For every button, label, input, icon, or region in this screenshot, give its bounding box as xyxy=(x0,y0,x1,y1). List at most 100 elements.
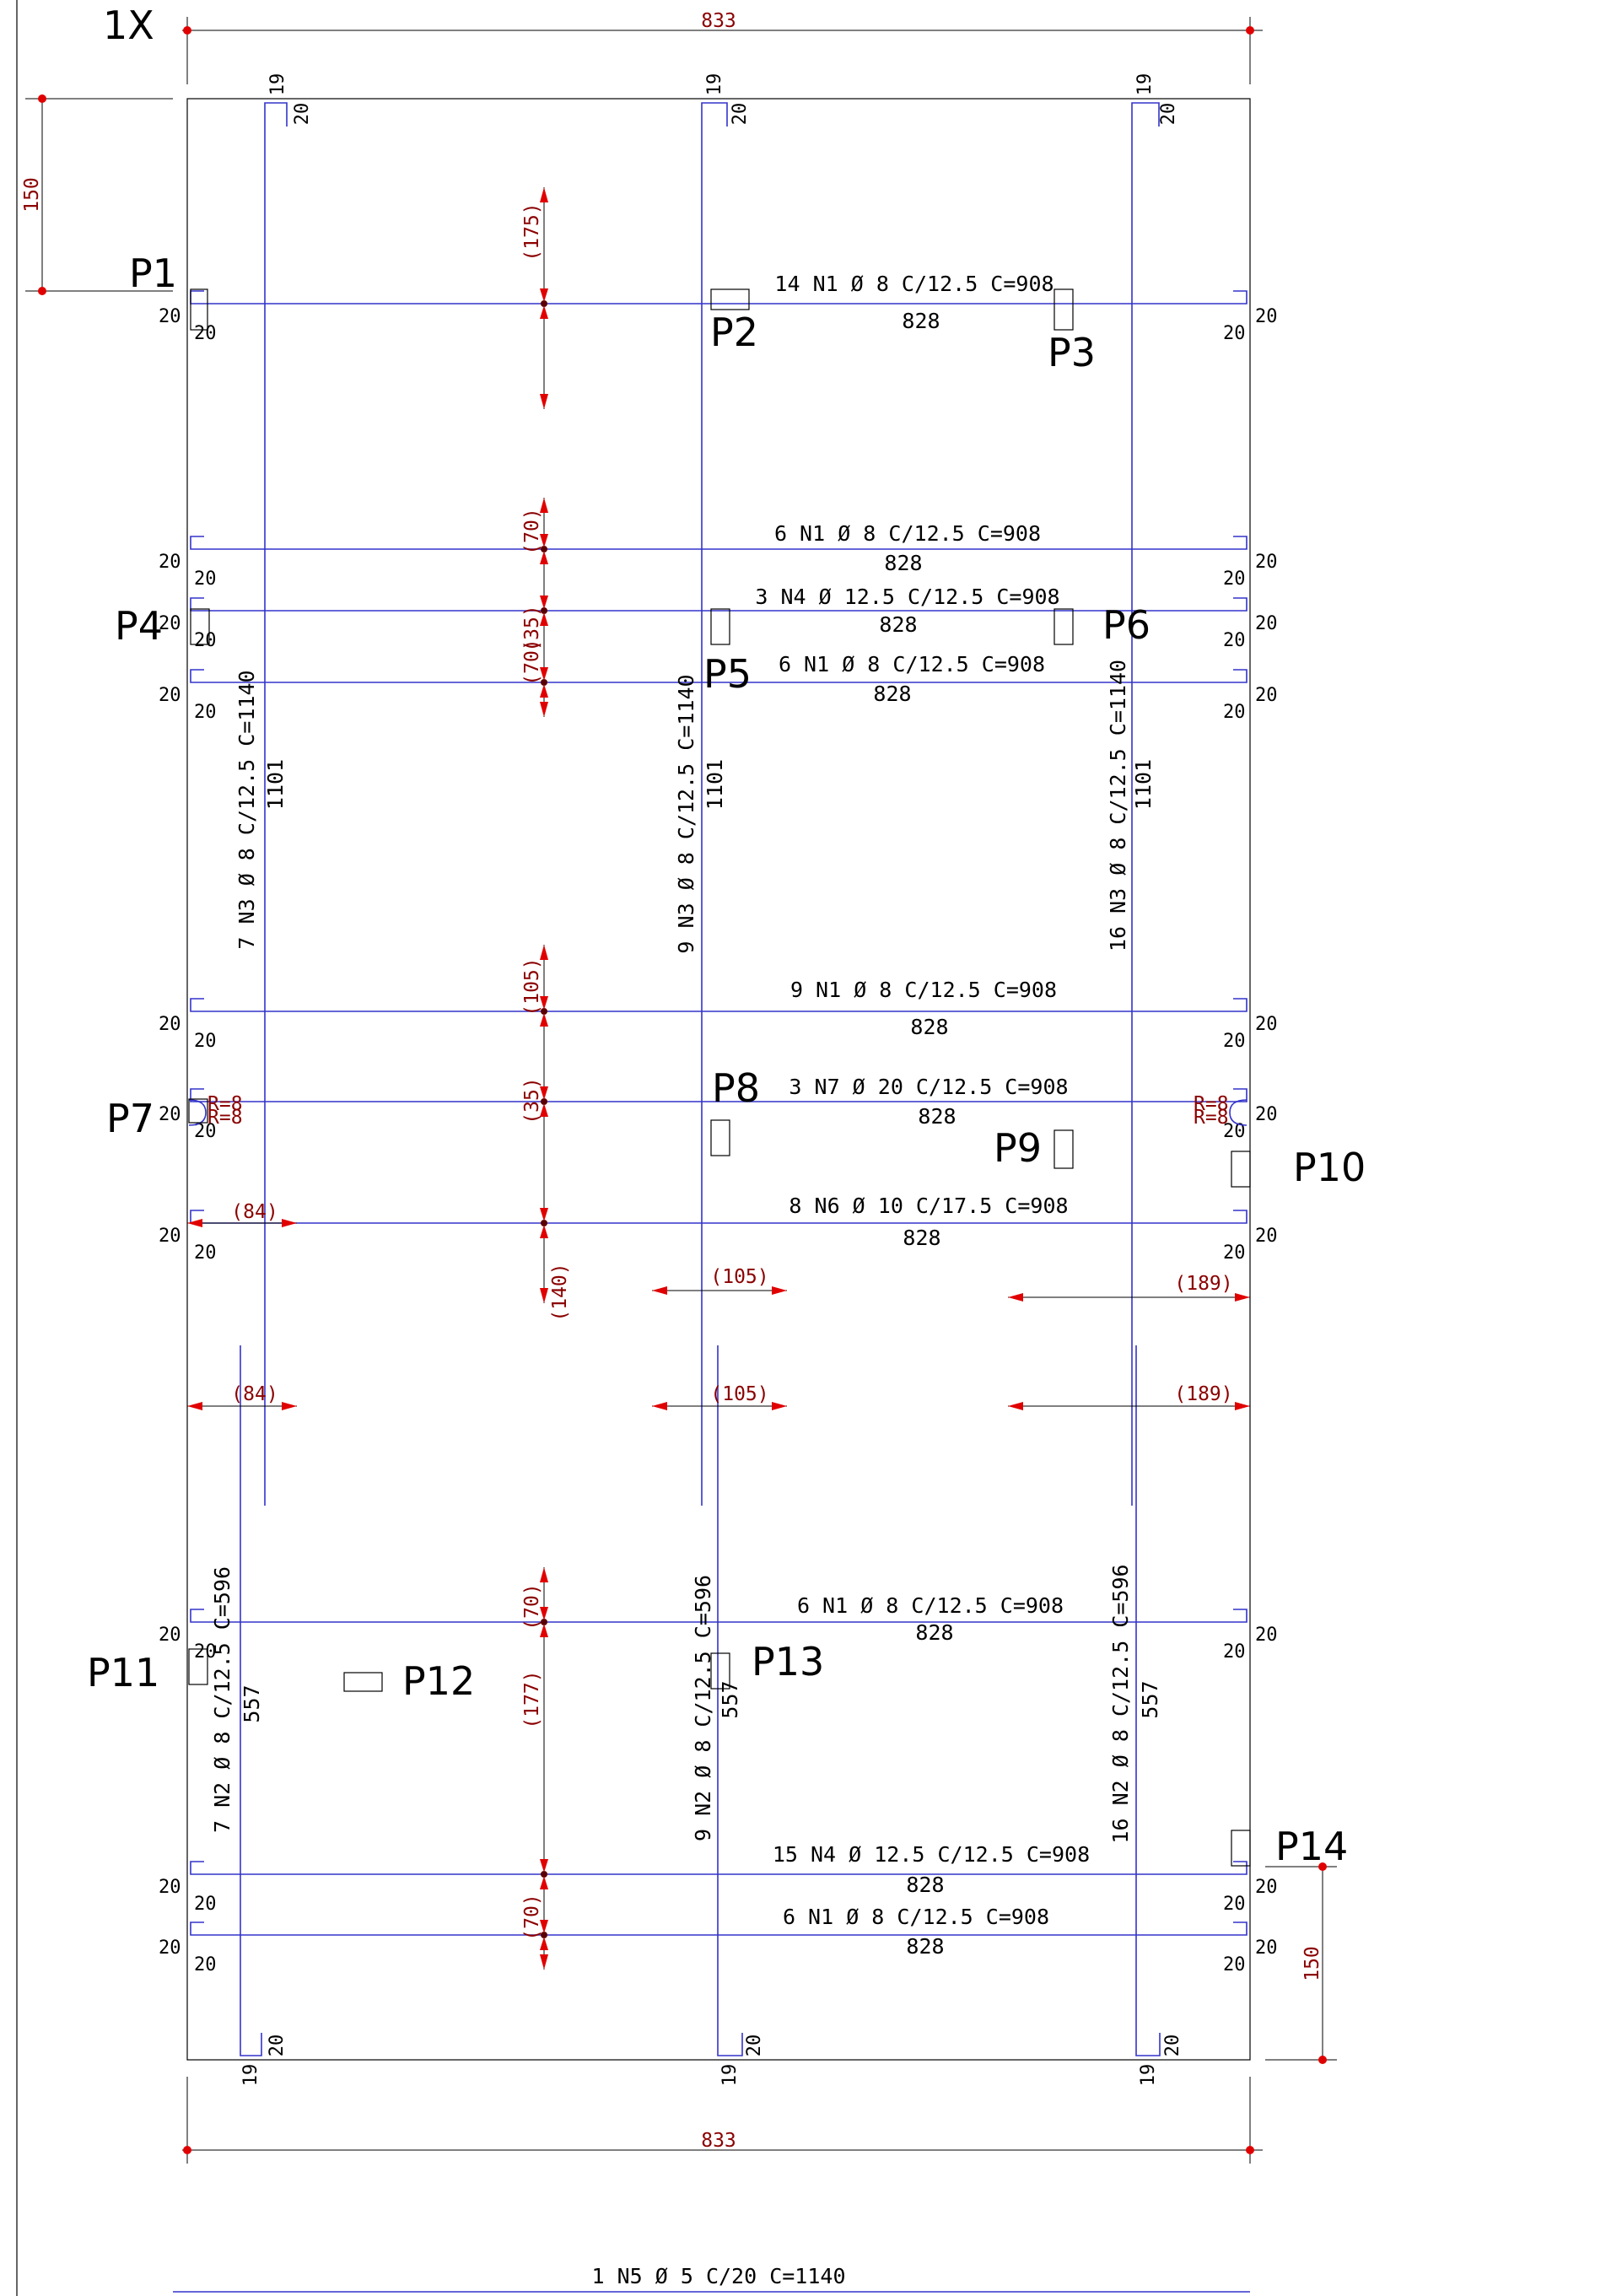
svg-text:20: 20 xyxy=(744,2035,765,2057)
svg-text:19: 19 xyxy=(267,73,288,96)
svg-text:19: 19 xyxy=(1134,73,1156,96)
pillar-label: P5 xyxy=(703,651,752,697)
horizontal-bar: 20 20 20 20 xyxy=(159,536,1278,590)
arrowhead xyxy=(540,1920,548,1933)
hook-length-label: 20 xyxy=(159,1625,181,1646)
hook-length-label: 20 xyxy=(1223,1954,1246,1975)
bar-label: 14 N1 Ø 8 C/12.5 C=908 xyxy=(774,272,1053,296)
bar-line xyxy=(190,1088,1247,1102)
bar-label: 9 N1 Ø 8 C/12.5 C=908 xyxy=(790,978,1057,1002)
hook-length-label: 20 xyxy=(194,702,217,723)
arrowhead xyxy=(540,1937,548,1950)
bar-label: 16 N3 Ø 8 C/12.5 C=1140 xyxy=(1106,660,1130,951)
top-width-label: 833 xyxy=(701,10,736,32)
bar-line xyxy=(190,669,1247,683)
hook-length-label: 20 xyxy=(159,613,181,634)
bar-length: 828 xyxy=(902,309,940,333)
arrowhead xyxy=(540,1288,548,1303)
vertical-spacing-arrows xyxy=(540,187,548,1970)
svg-text:(70): (70) xyxy=(521,1583,543,1630)
svg-text:20: 20 xyxy=(1158,103,1179,126)
horizontal-spacing-arrows xyxy=(187,1219,1250,1410)
bar-length: 557 xyxy=(240,1684,264,1722)
bend-radius-notes: R=8 R=8 R=8 R=8 xyxy=(188,1093,1247,1129)
pillar-P7 xyxy=(188,1098,208,1124)
arrowhead xyxy=(540,305,548,319)
pillar-P1 xyxy=(190,288,208,331)
hook-length-label: 20 xyxy=(1223,1641,1246,1663)
bar-label: 15 N4 Ø 12.5 C/12.5 C=908 xyxy=(773,1842,1090,1867)
svg-text:(70): (70) xyxy=(521,639,543,685)
pillar-label: P7 xyxy=(106,1096,154,1141)
bar-label: 7 N2 Ø 8 C/12.5 C=596 xyxy=(210,1566,234,1833)
svg-text:19: 19 xyxy=(240,2064,261,2087)
svg-text:(70): (70) xyxy=(521,1894,543,1940)
hook-length-label: 20 xyxy=(159,552,181,573)
svg-text:(105): (105) xyxy=(521,957,543,1016)
horizontal-bars: 2020202020202020202020202020202020202020… xyxy=(159,290,1278,1975)
left-offset-label: 150 xyxy=(21,177,43,213)
pillar-P10 xyxy=(1231,1151,1251,1188)
arrowhead xyxy=(187,1402,202,1410)
pillar-label: P10 xyxy=(1293,1145,1366,1190)
bar-label: 6 N1 Ø 8 C/12.5 C=908 xyxy=(774,521,1041,546)
arrowhead xyxy=(540,1013,548,1027)
vertical-spacing-labels: (175) (70) (35) (70) (105) (35) (140) (7… xyxy=(521,202,571,1940)
hook-length-label: 20 xyxy=(159,1877,181,1898)
svg-text:(35): (35) xyxy=(521,1077,543,1124)
arrowhead xyxy=(1008,1293,1023,1302)
arrowhead xyxy=(540,288,548,302)
arrowhead xyxy=(540,1624,548,1637)
dimension-node xyxy=(541,1008,547,1015)
hook-length-label: 20 xyxy=(159,1226,181,1247)
svg-text:(177): (177) xyxy=(521,1670,543,1728)
pillar-P5 xyxy=(710,608,730,645)
svg-text:(84): (84) xyxy=(231,1201,278,1223)
horizontal-bar: 20 20 20 20 xyxy=(159,290,1278,344)
hook-length-label: 20 xyxy=(159,1104,181,1125)
hook-length-label: 20 xyxy=(1255,1625,1278,1646)
bar-line xyxy=(190,1921,1247,1936)
hook-length-label: 20 xyxy=(1223,630,1246,651)
arrowhead xyxy=(187,1219,202,1227)
hook-length-label: 20 xyxy=(1255,552,1278,573)
pillar-label: P4 xyxy=(115,603,163,649)
bar-length: 1101 xyxy=(703,759,727,810)
arrowhead xyxy=(540,1567,548,1582)
pillar-label: P1 xyxy=(129,251,177,296)
arrowhead xyxy=(652,1286,667,1295)
hook-length-label: 20 xyxy=(1255,613,1278,634)
bar-length: 828 xyxy=(873,682,911,706)
hook-length-label: 20 xyxy=(1255,306,1278,327)
bottom-overall-dimension: 833 xyxy=(182,2077,1263,2164)
arrowhead xyxy=(1008,1402,1023,1410)
right-offset-label: 150 xyxy=(1301,1946,1323,1981)
arrowhead xyxy=(772,1402,787,1410)
svg-text:(175): (175) xyxy=(521,202,543,261)
hook-length-label: 20 xyxy=(1255,1104,1278,1125)
arrowhead xyxy=(540,702,548,717)
dimension-node xyxy=(541,607,547,614)
pillar-P6 xyxy=(1053,608,1074,645)
svg-text:19: 19 xyxy=(704,73,725,96)
arrowhead xyxy=(540,1208,548,1221)
horizontal-bar: 20 20 20 20 xyxy=(159,1210,1278,1264)
arrowhead xyxy=(1235,1293,1250,1302)
hook-length-label: 20 xyxy=(1223,702,1246,723)
dimension-node xyxy=(541,1098,547,1105)
arrowhead xyxy=(540,1103,548,1117)
pillar-label: P13 xyxy=(752,1639,824,1684)
svg-text:19: 19 xyxy=(719,2064,741,2087)
horizontal-bar: 20 20 20 20 xyxy=(159,1861,1278,1915)
horizontal-spacing-labels: (84) (84) (105) (105) (189) (189) xyxy=(231,1201,1232,1405)
pillar-label: P14 xyxy=(1275,1824,1348,1869)
arrowhead xyxy=(282,1219,297,1227)
dimension-node xyxy=(541,546,547,552)
pillar-label: P9 xyxy=(994,1125,1042,1171)
hook-length-label: 20 xyxy=(194,1242,217,1264)
bar-label: 16 N2 Ø 8 C/12.5 C=596 xyxy=(1108,1564,1133,1843)
bottom-width-label: 833 xyxy=(701,2130,736,2152)
arrowhead xyxy=(540,1859,548,1873)
hook-length-label: 20 xyxy=(159,1938,181,1959)
